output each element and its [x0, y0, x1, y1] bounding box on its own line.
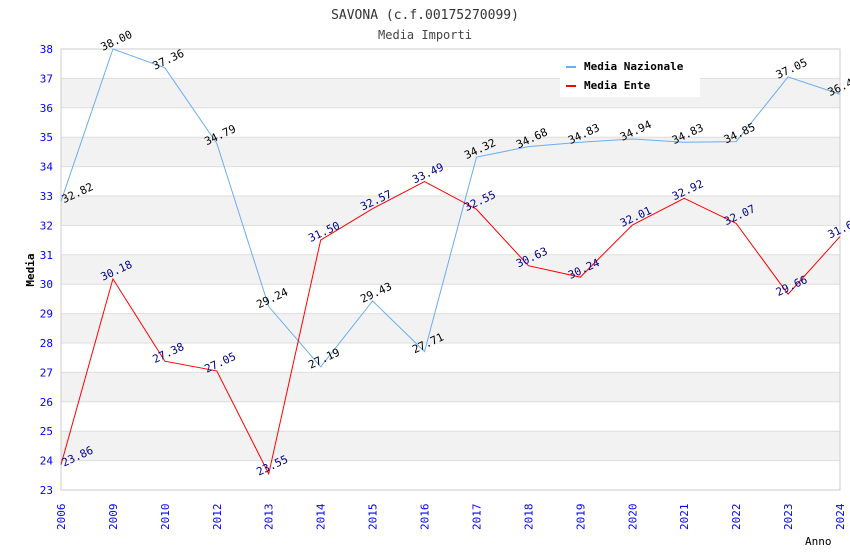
legend-label-ente: Media Ente: [584, 79, 651, 92]
y-tick-label: 33: [40, 190, 53, 203]
x-tick-label: 2012: [211, 504, 224, 531]
x-tick-label: 2014: [315, 503, 328, 530]
y-tick-label: 25: [40, 425, 53, 438]
legend: Media Nazionale Media Ente: [560, 55, 700, 97]
grid-band: [61, 107, 840, 138]
x-tick-label: 2009: [107, 504, 120, 531]
grid-band: [61, 343, 840, 373]
x-tick-label: 2020: [626, 504, 639, 531]
y-tick-label: 34: [40, 161, 54, 174]
grid-band: [61, 431, 840, 461]
grid-band: [61, 372, 840, 402]
y-axis-label: Media: [24, 253, 37, 286]
y-tick-label: 23: [40, 484, 53, 497]
x-tick-label: 2022: [730, 504, 743, 531]
y-tick-label: 30: [40, 278, 53, 291]
y-tick-label: 27: [40, 366, 53, 379]
x-tick-label: 2006: [55, 504, 68, 531]
legend-swatch-ente: [566, 85, 576, 87]
x-tick-label: 2017: [470, 504, 483, 531]
chart-subtitle: Media Importi: [378, 28, 472, 42]
y-tick-label: 26: [40, 396, 53, 409]
series-line-nazionale: [60, 48, 841, 368]
y-tick-label: 32: [40, 219, 53, 232]
x-tick-label: 2016: [419, 504, 432, 531]
x-tick-label: 2019: [574, 504, 587, 531]
grid-band: [61, 284, 840, 314]
x-tick-label: 2018: [522, 504, 535, 531]
grid-band: [61, 166, 840, 196]
x-axis-label: Anno: [805, 535, 832, 548]
grid-band: [61, 401, 840, 432]
chart-title: SAVONA (c.f.00175270099): [331, 8, 519, 23]
legend-swatch-nazionale: [566, 66, 576, 68]
grid-band: [61, 49, 840, 79]
x-tick-label: 2023: [782, 504, 795, 531]
grid-band: [61, 460, 840, 490]
x-tick-label: 2013: [263, 504, 276, 531]
y-tick-label: 37: [40, 72, 53, 85]
grid-band: [61, 313, 840, 343]
y-tick-label: 31: [40, 249, 53, 262]
grid-band: [61, 254, 840, 285]
y-tick-label: 24: [40, 455, 54, 468]
x-tick-label: 2021: [678, 504, 691, 531]
y-tick-label: 28: [40, 337, 53, 350]
y-tick-label: 36: [40, 102, 53, 115]
x-tick-label: 2010: [159, 504, 172, 531]
grid-band: [61, 225, 840, 255]
x-tick-label: 2024: [834, 503, 847, 530]
x-tick-label: 2015: [367, 504, 380, 531]
legend-label-nazionale: Media Nazionale: [584, 60, 684, 73]
y-tick-label: 29: [40, 308, 53, 321]
plot-frame: [60, 48, 841, 491]
y-tick-label: 35: [40, 131, 53, 144]
series-line-ente: [60, 181, 841, 476]
grid-band: [61, 78, 840, 108]
y-tick-label: 38: [40, 43, 53, 56]
